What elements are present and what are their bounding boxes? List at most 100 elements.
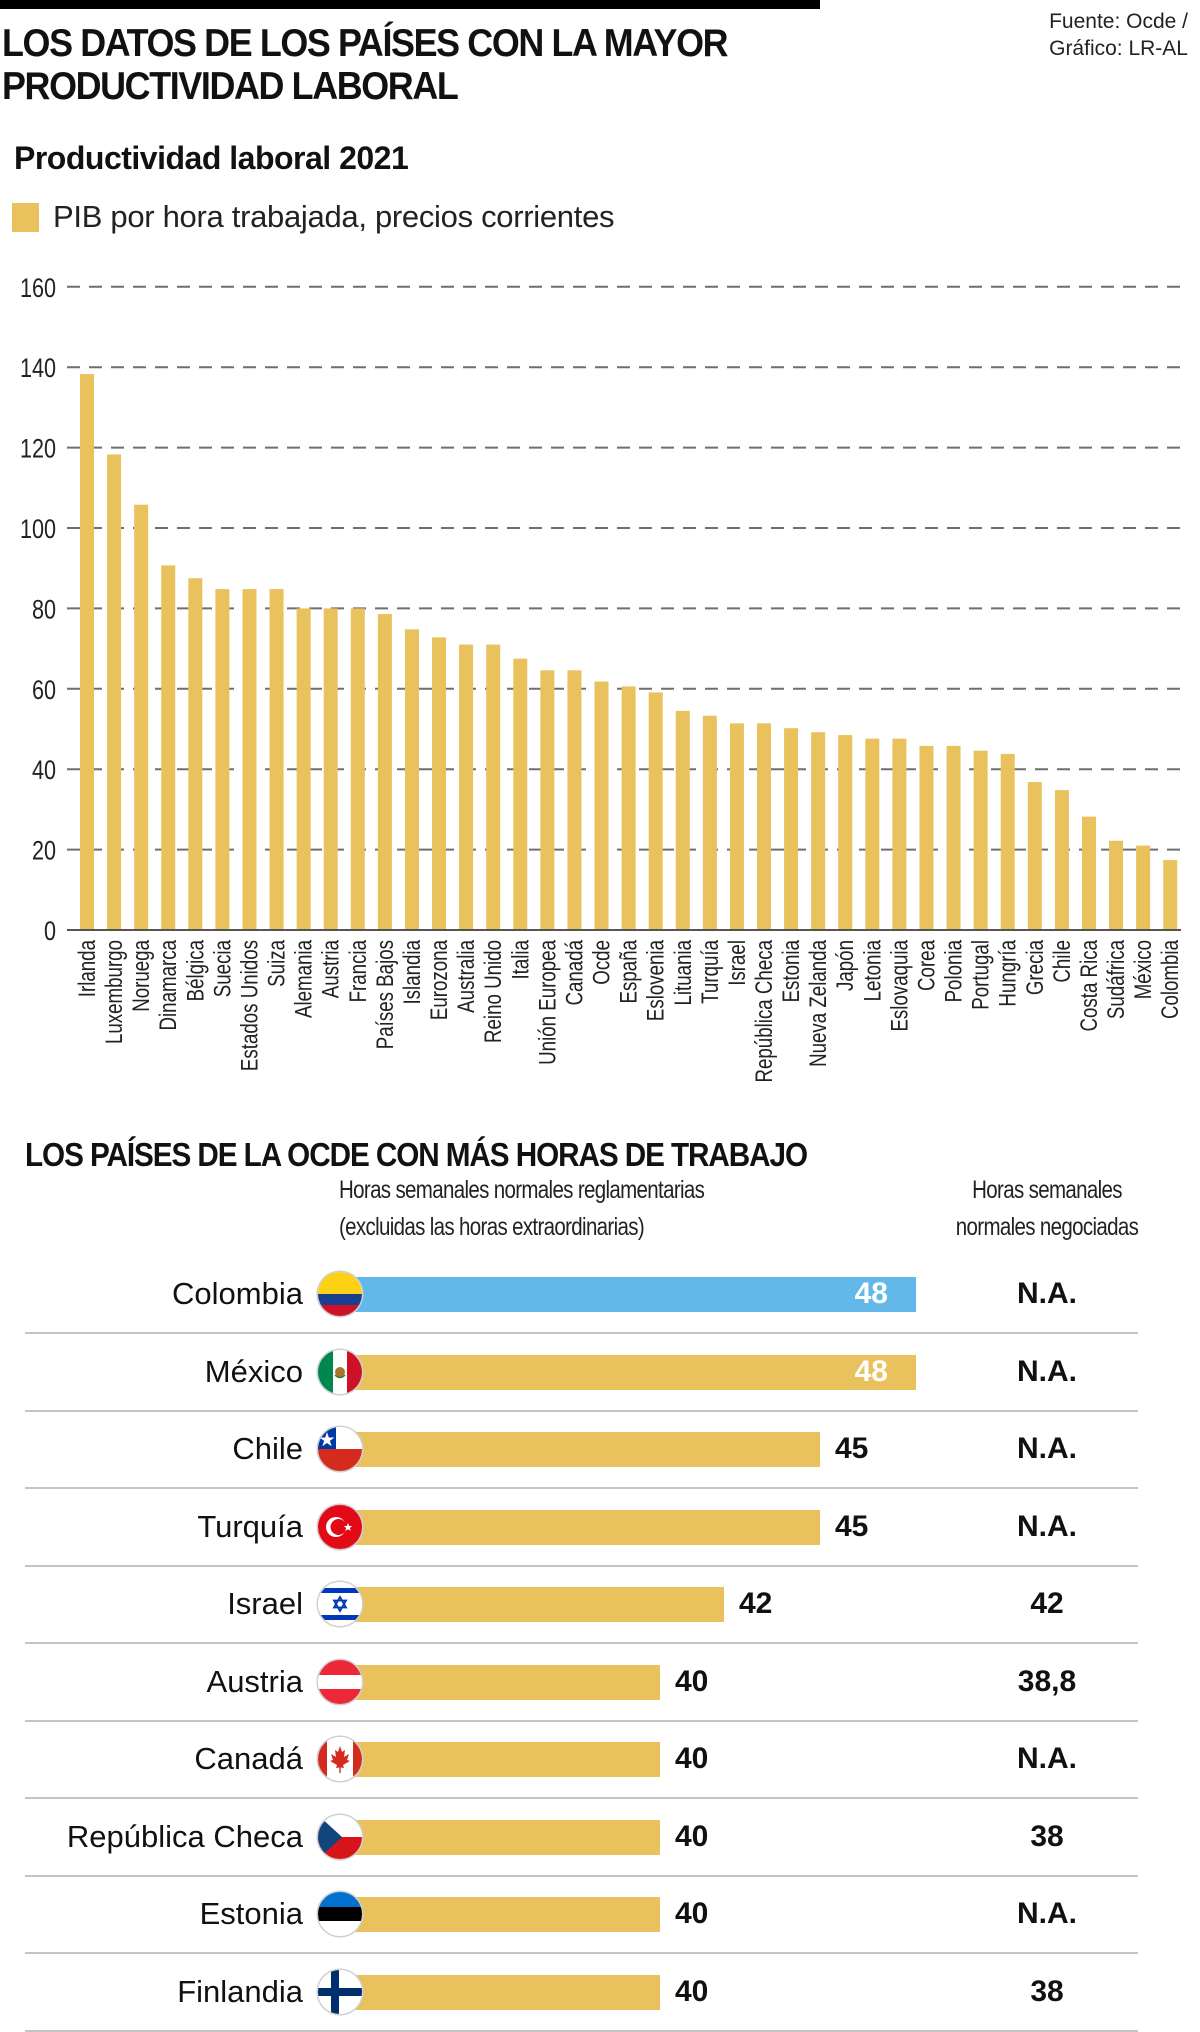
bar <box>892 738 907 930</box>
bar <box>757 723 771 930</box>
x-tick-label: Austria <box>318 940 345 998</box>
bar <box>323 608 338 930</box>
hours-value: 40 <box>674 1819 709 1853</box>
hours-value: 45 <box>834 1432 869 1465</box>
x-tick-label: Ocde <box>588 940 615 985</box>
y-tick-label: 0 <box>44 917 56 947</box>
turkey-flag-icon <box>318 1504 362 1549</box>
x-tick-label: Reino Unido <box>480 940 507 1043</box>
bar <box>784 728 799 930</box>
row-divider <box>25 1564 1138 1567</box>
bar <box>811 732 826 930</box>
mexico-flag-icon <box>318 1349 362 1394</box>
x-tick-label: México <box>1130 940 1157 999</box>
bar <box>134 504 149 930</box>
row-divider <box>25 1487 1138 1489</box>
chart-legend: PIB por hora trabajada, precios corrient… <box>12 199 615 234</box>
austria-flag-icon <box>318 1659 362 1704</box>
x-tick-label: Israel <box>724 940 751 986</box>
row-divider <box>25 1332 1138 1334</box>
page-title-line-2: PRODUCTIVIDAD LABORAL <box>2 65 459 108</box>
bar <box>269 589 284 930</box>
country-label: Turquía <box>197 1508 303 1544</box>
y-tick-label: 120 <box>20 434 56 464</box>
x-tick-label: Noruega <box>128 940 155 1012</box>
y-axis-ticks: 0 20 40 60 80 100 120 140 160 <box>20 274 56 947</box>
x-tick-label: Hungría <box>995 940 1022 1007</box>
column-header-regulated-hours: Horas semanales normales reglamentarias … <box>339 1172 705 1246</box>
bar <box>540 670 555 930</box>
bar <box>648 692 663 930</box>
x-tick-label: Dinamarca <box>155 940 182 1031</box>
x-tick-label: Nueva Zelanda <box>805 940 832 1067</box>
country-label: Chile <box>232 1431 303 1466</box>
x-tick-label: Francia <box>345 940 372 1002</box>
bar <box>1136 845 1151 930</box>
x-tick-label: Suecia <box>209 940 236 997</box>
negotiated-hours-value: N.A. <box>1017 1432 1077 1465</box>
bar <box>513 658 528 930</box>
country-label: Estonia <box>199 1896 303 1931</box>
czech-flag-icon <box>318 1814 362 1859</box>
estonia-flag-icon <box>318 1892 362 1936</box>
chile-flag-icon <box>318 1427 362 1471</box>
x-tick-label: Luxemburgo <box>101 940 128 1044</box>
row-divider <box>25 1642 1138 1644</box>
canada-flag-icon <box>318 1737 362 1781</box>
bar <box>973 750 988 930</box>
x-tick-label: Países Bajos <box>372 940 399 1049</box>
row-divider <box>25 1409 1138 1412</box>
chart-title: Productividad laboral 2021 <box>14 140 409 176</box>
legend-swatch <box>12 202 39 232</box>
hours-table-title: LOS PAÍSES DE LA OCDE CON MÁS HORAS DE T… <box>25 1136 808 1173</box>
bar <box>242 589 257 930</box>
hours-bar <box>355 1277 916 1312</box>
table-row: Estonia 40 N.A. <box>0 1876 1200 1954</box>
bars <box>80 374 1178 930</box>
row-divider <box>25 1797 1138 1799</box>
legend-label: PIB por hora trabajada, precios corrient… <box>53 199 615 234</box>
hours-bar <box>355 1664 660 1700</box>
negotiated-hours-value: N.A. <box>1017 1742 1077 1775</box>
x-tick-label: Portugal <box>967 940 994 1010</box>
column-header-regulated-line-1: Horas semanales normales reglamentarias <box>339 1176 705 1204</box>
x-tick-label: Alemania <box>290 940 317 1018</box>
column-header-negotiated-line-1: Horas semanales <box>972 1176 1122 1204</box>
country-label: Austria <box>206 1663 303 1699</box>
hours-value: 40 <box>674 1974 709 2008</box>
x-tick-label: República Checa <box>751 940 778 1083</box>
y-tick-label: 80 <box>32 595 56 625</box>
negotiated-hours-value: 38 <box>1030 1819 1064 1853</box>
y-tick-label: 40 <box>32 756 56 786</box>
x-tick-label: Eslovaquia <box>886 940 913 1032</box>
page-title: LOS DATOS DE LOS PAÍSES CON LA MAYOR PRO… <box>2 22 729 108</box>
hours-bar <box>355 1897 660 1932</box>
row-divider <box>25 1719 1138 1722</box>
table-row: México 48 N.A. <box>0 1334 1200 1412</box>
hours-value: 42 <box>738 1587 773 1620</box>
negotiated-hours-value: N.A. <box>1017 1509 1077 1543</box>
negotiated-hours-value: N.A. <box>1017 1897 1077 1930</box>
negotiated-hours-value: N.A. <box>1017 1277 1077 1310</box>
y-tick-label: 100 <box>20 515 56 545</box>
y-tick-label: 60 <box>32 676 56 706</box>
country-label: Israel <box>227 1586 303 1621</box>
source-line-1: Fuente: Ocde / <box>1049 10 1188 33</box>
y-tick-label: 140 <box>20 354 56 384</box>
bar <box>1027 782 1042 930</box>
bar <box>865 738 880 930</box>
table-row: Colombia 48 N.A. <box>0 1256 1200 1334</box>
bar <box>80 374 94 930</box>
bar <box>404 629 419 930</box>
x-tick-label: Sudáfrica <box>1103 940 1130 1019</box>
hours-value: 40 <box>674 1742 709 1775</box>
bar <box>486 644 501 930</box>
negotiated-hours-value: 42 <box>1030 1587 1064 1620</box>
x-axis-labels: Irlanda Luxemburgo Noruega Dinamarca Bélgica… <box>74 940 1184 1083</box>
bar <box>702 715 717 930</box>
negotiated-hours-value: 38,8 <box>1017 1664 1077 1698</box>
hours-value: 45 <box>834 1509 869 1543</box>
hours-value: 48 <box>854 1277 888 1310</box>
x-tick-label: Turquía <box>697 940 724 1004</box>
page-title-line-1: LOS DATOS DE LOS PAÍSES CON LA MAYOR <box>2 22 729 65</box>
